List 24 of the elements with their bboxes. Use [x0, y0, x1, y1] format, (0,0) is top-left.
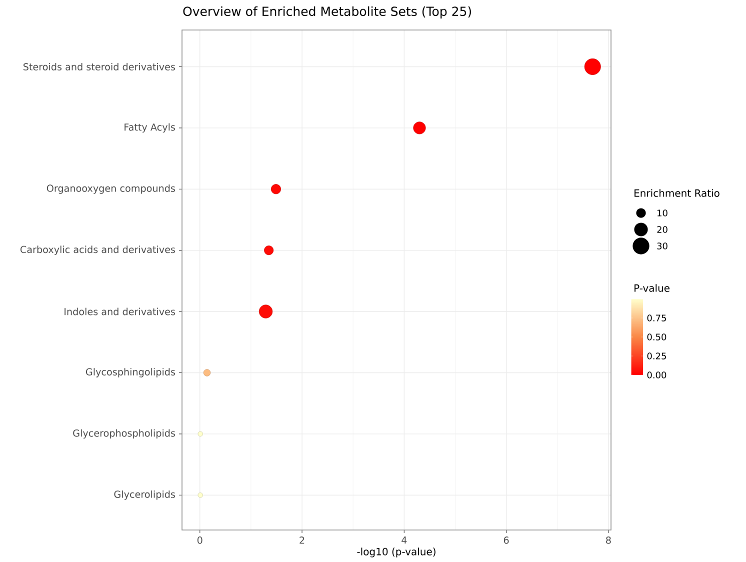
y-tick-label: Fatty Acyls — [124, 123, 176, 133]
color-bar-label: 0.00 — [647, 372, 666, 378]
y-tick-label: Indoles and derivatives — [64, 308, 176, 316]
x-tick-label: 4 — [402, 536, 407, 544]
x-tick-label: 6 — [504, 536, 509, 544]
x-tick-label: 8 — [606, 536, 611, 544]
legend-label: 10 — [658, 210, 668, 216]
x-tick-label: 0 — [197, 536, 202, 544]
y-tick-label: Steroids and steroid derivatives — [24, 63, 176, 70]
legend-label: 20 — [657, 226, 668, 233]
y-tick-label: Organooxygen compounds — [46, 184, 176, 194]
y-tick-label: Glycosphingolipids — [86, 368, 176, 378]
chart-title: Overview of Enriched Metabolite Sets (Top 25) — [183, 6, 472, 18]
y-tick-label: Carboxylic acids and derivatives — [20, 246, 176, 255]
y-tick-label: Glycerophospholipids — [73, 429, 176, 439]
color-bar-label: 0.50 — [647, 334, 666, 340]
y-tick-label: Glycerolipids — [114, 490, 176, 500]
color-bar-label: 0.25 — [647, 352, 666, 360]
x-tick-label: 2 — [300, 536, 304, 544]
color-bar-label: 0.75 — [647, 314, 666, 322]
color-bar-title: P-value — [634, 284, 670, 292]
x-axis-title: -log10 (p-value) — [357, 548, 436, 558]
legend-label: 30 — [657, 242, 668, 250]
legend-title: Enrichment Ratio — [634, 189, 720, 197]
